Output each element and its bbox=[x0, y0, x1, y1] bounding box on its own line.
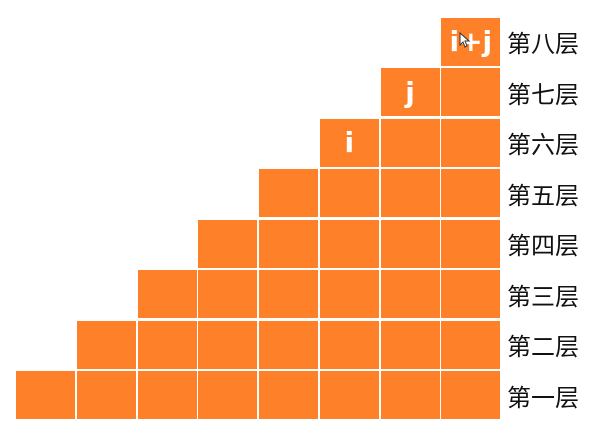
floor-label: 第五层 bbox=[507, 181, 579, 210]
floor-label: 第四层 bbox=[507, 232, 579, 260]
stair-block bbox=[319, 169, 379, 217]
stair-block bbox=[319, 270, 379, 318]
stair-block bbox=[137, 270, 197, 318]
stair-block bbox=[441, 169, 501, 217]
stair-block bbox=[441, 219, 501, 268]
stair-block bbox=[441, 68, 501, 116]
stair-block bbox=[380, 371, 440, 419]
floor-label: 第六层 bbox=[507, 131, 579, 159]
stair-block bbox=[198, 371, 258, 419]
stair-block bbox=[380, 270, 440, 318]
stair-block bbox=[441, 270, 501, 318]
stair-block bbox=[380, 320, 440, 369]
stair-block bbox=[16, 371, 75, 419]
stair-block bbox=[198, 219, 258, 268]
stair-block bbox=[380, 169, 440, 217]
stair-block bbox=[259, 219, 318, 268]
stair-block bbox=[319, 320, 379, 369]
step-marker-label: j bbox=[405, 75, 415, 109]
step-marker-label: i+j bbox=[449, 25, 493, 58]
stair-block bbox=[380, 118, 440, 167]
step-marker-label: i bbox=[344, 126, 355, 159]
stair-block bbox=[441, 118, 501, 167]
mouse-pointer-icon bbox=[459, 32, 471, 48]
stair-block bbox=[198, 270, 258, 318]
stair-block: i bbox=[319, 118, 379, 167]
floor-label: 第二层 bbox=[507, 333, 579, 361]
stair-block bbox=[319, 219, 379, 268]
stair-block bbox=[198, 320, 258, 369]
stair-block bbox=[76, 320, 136, 369]
stair-block bbox=[319, 371, 379, 419]
stair-block bbox=[137, 371, 197, 419]
stair-block bbox=[259, 270, 318, 318]
stair-block bbox=[259, 320, 318, 369]
stair-block bbox=[137, 320, 197, 369]
stair-block bbox=[76, 371, 136, 419]
stair-block: j bbox=[380, 68, 440, 116]
stair-block bbox=[380, 219, 440, 268]
stair-block bbox=[259, 371, 318, 419]
stair-block bbox=[259, 169, 318, 217]
stair-block: i+j bbox=[441, 17, 501, 66]
stair-block bbox=[441, 371, 501, 419]
stair-block bbox=[441, 320, 501, 369]
floor-label: 第八层 bbox=[507, 30, 579, 58]
floor-label: 第七层 bbox=[507, 80, 579, 109]
floor-label: 第三层 bbox=[507, 282, 579, 311]
floor-label: 第一层 bbox=[507, 383, 579, 412]
